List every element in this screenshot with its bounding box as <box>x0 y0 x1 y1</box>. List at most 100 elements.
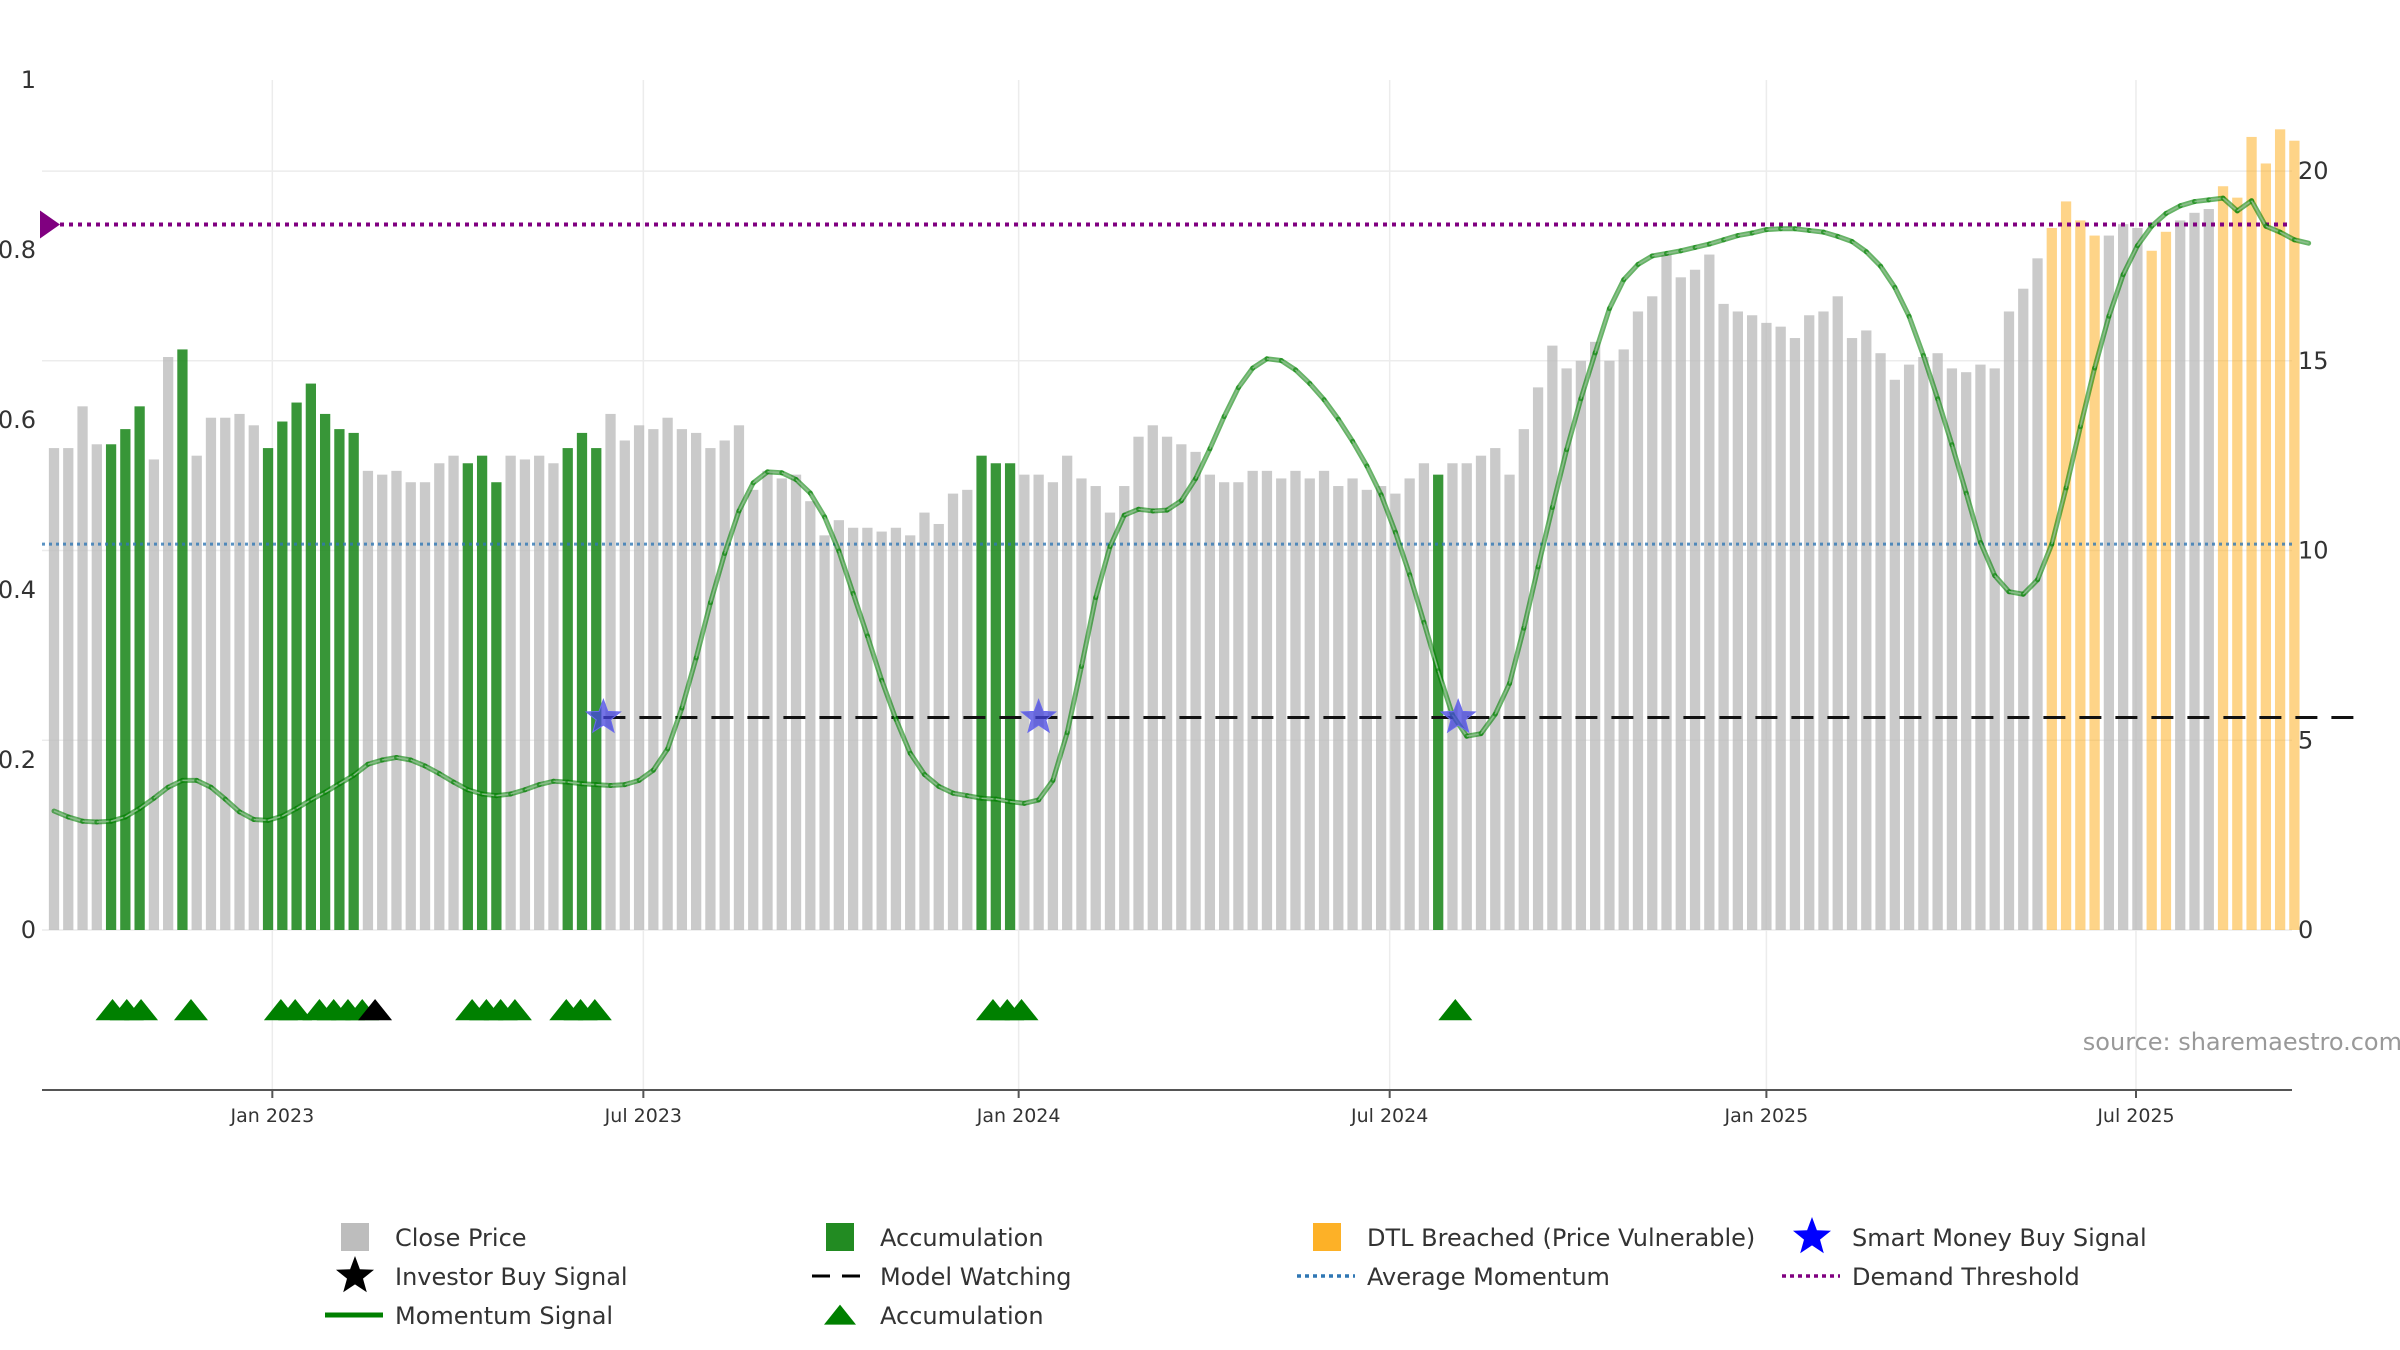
momentum-signal-highlight <box>781 471 797 481</box>
accumulation-bar <box>262 448 274 930</box>
close-price-bar <box>1461 463 1472 930</box>
close-price-bar <box>1090 486 1101 930</box>
momentum-signal-highlight <box>438 772 454 783</box>
momentum-signal-highlight <box>1551 449 1568 508</box>
dtl-breached-bar <box>2260 163 2271 930</box>
momentum-signal-highlight <box>1351 440 1368 467</box>
momentum-signal-highlight <box>2222 197 2238 212</box>
close-price-bar <box>1718 303 1729 931</box>
close-price-bar <box>1347 478 1358 930</box>
close-price-bar <box>605 413 616 930</box>
close-price-bar <box>1290 470 1301 930</box>
momentum-signal-highlight <box>1851 240 1867 253</box>
momentum-signal-highlight <box>196 779 212 788</box>
momentum-signal-highlight <box>1480 713 1496 735</box>
accumulation-bar <box>576 432 588 930</box>
axes: Jan 2023 Jul 2023 Jan 2024 Jul 2024 Jan 2025… <box>0 66 2329 1127</box>
legend-triangle-icon <box>824 1304 856 1325</box>
momentum-signal-highlight <box>2165 205 2181 215</box>
close-price-bar <box>1732 311 1743 930</box>
momentum-signal-highlight <box>852 593 869 637</box>
left-y-tick-label: 0.4 <box>0 576 36 604</box>
momentum-signal-highlight <box>2051 487 2067 545</box>
momentum-signal-highlight <box>1180 478 1197 502</box>
close-price-bar <box>2003 311 2015 930</box>
accumulation-bar <box>1433 474 1444 930</box>
momentum-signal-highlight <box>880 679 897 720</box>
momentum-signal-highlight <box>239 811 255 821</box>
dtl-breached-bar <box>2246 136 2257 930</box>
accumulation-bar <box>134 406 145 930</box>
momentum-signal-highlight <box>2036 543 2053 581</box>
close-price-bar <box>91 444 102 930</box>
close-price-bar <box>505 455 516 930</box>
legend-square-icon <box>1313 1223 1341 1251</box>
legend-label: Average Momentum <box>1367 1263 1610 1291</box>
close-price-bar <box>191 455 202 930</box>
x-tick-label: Jan 2023 <box>229 1105 314 1127</box>
left-y-tick-label: 0.6 <box>0 406 36 434</box>
legend: Close Price Accumulation DTL Breached (Pri… <box>325 1217 2147 1330</box>
close-price-bar <box>1490 448 1501 930</box>
close-price-bar <box>1789 338 1801 930</box>
momentum-signal-highlight <box>2236 200 2253 212</box>
close-price-bar <box>1261 470 1273 930</box>
momentum-signal-highlight <box>310 791 326 801</box>
signal-markers <box>95 698 1477 1021</box>
right-y-tick-label: 10 <box>2298 537 2329 565</box>
close-price-bar <box>1746 315 1758 931</box>
close-price-bar <box>819 535 830 930</box>
momentum-signal-highlight <box>1908 316 1925 356</box>
close-price-bar <box>833 520 844 930</box>
accumulation-triangle <box>278 998 313 1021</box>
close-price-bar <box>790 474 802 930</box>
close-price-bar <box>1875 353 1886 930</box>
momentum-signal-highlight <box>224 798 241 813</box>
momentum-signal-highlight <box>2093 316 2110 369</box>
close-price-bar <box>1390 493 1401 930</box>
close-price-bar <box>662 417 673 930</box>
legend-label: DTL Breached (Price Vulnerable) <box>1367 1224 1755 1252</box>
momentum-signal-highlight <box>2151 212 2167 227</box>
accumulation-bar <box>305 383 316 931</box>
momentum-signal-highlight <box>652 748 669 771</box>
close-price-bar <box>1889 379 1900 930</box>
close-price-bar <box>405 482 416 930</box>
close-price-bar <box>1204 474 1216 930</box>
close-price-bar <box>776 478 787 930</box>
accumulation-bar <box>277 421 288 930</box>
legend-label: Close Price <box>395 1224 527 1252</box>
close-price-bar <box>1104 512 1116 930</box>
momentum-signal-highlight <box>809 492 826 518</box>
close-price-bar <box>1361 489 1372 930</box>
close-price-bar <box>1176 444 1187 930</box>
momentum-signal-highlight <box>324 783 340 793</box>
momentum-signal-highlight <box>1394 531 1411 575</box>
x-tick-label: Jan 2024 <box>976 1105 1061 1127</box>
momentum-signal-highlight <box>2279 231 2295 241</box>
momentum-signal-highlight <box>666 707 683 750</box>
close-price-bar <box>1561 368 1572 931</box>
momentum-signal-highlight <box>709 553 726 603</box>
momentum-signal-highlight <box>1879 265 1896 288</box>
close-price-bar <box>1447 463 1458 930</box>
close-price-bar <box>1903 364 1915 930</box>
close-price-bar <box>1304 478 1315 930</box>
momentum-signal-highlight <box>1052 732 1068 781</box>
momentum-signal-highlight <box>2022 579 2039 595</box>
close-price-bar <box>1190 451 1201 930</box>
momentum-signal-highlight <box>1080 597 1097 667</box>
left-y-tick-label: 0.2 <box>0 746 36 774</box>
momentum-signal-highlight <box>723 510 740 554</box>
investor-buy-triangle <box>358 998 393 1021</box>
close-price-bar <box>63 448 74 930</box>
close-price-bar <box>1647 296 1658 930</box>
momentum-signal-highlight <box>1936 398 1953 445</box>
close-price-bar <box>1818 311 1829 930</box>
legend-label: Model Watching <box>880 1263 1072 1291</box>
momentum-signal-highlight <box>2265 225 2281 233</box>
momentum-signal-highlight <box>795 478 811 494</box>
legend-star-icon <box>336 1256 374 1293</box>
momentum-signal-highlight <box>1366 465 1382 496</box>
